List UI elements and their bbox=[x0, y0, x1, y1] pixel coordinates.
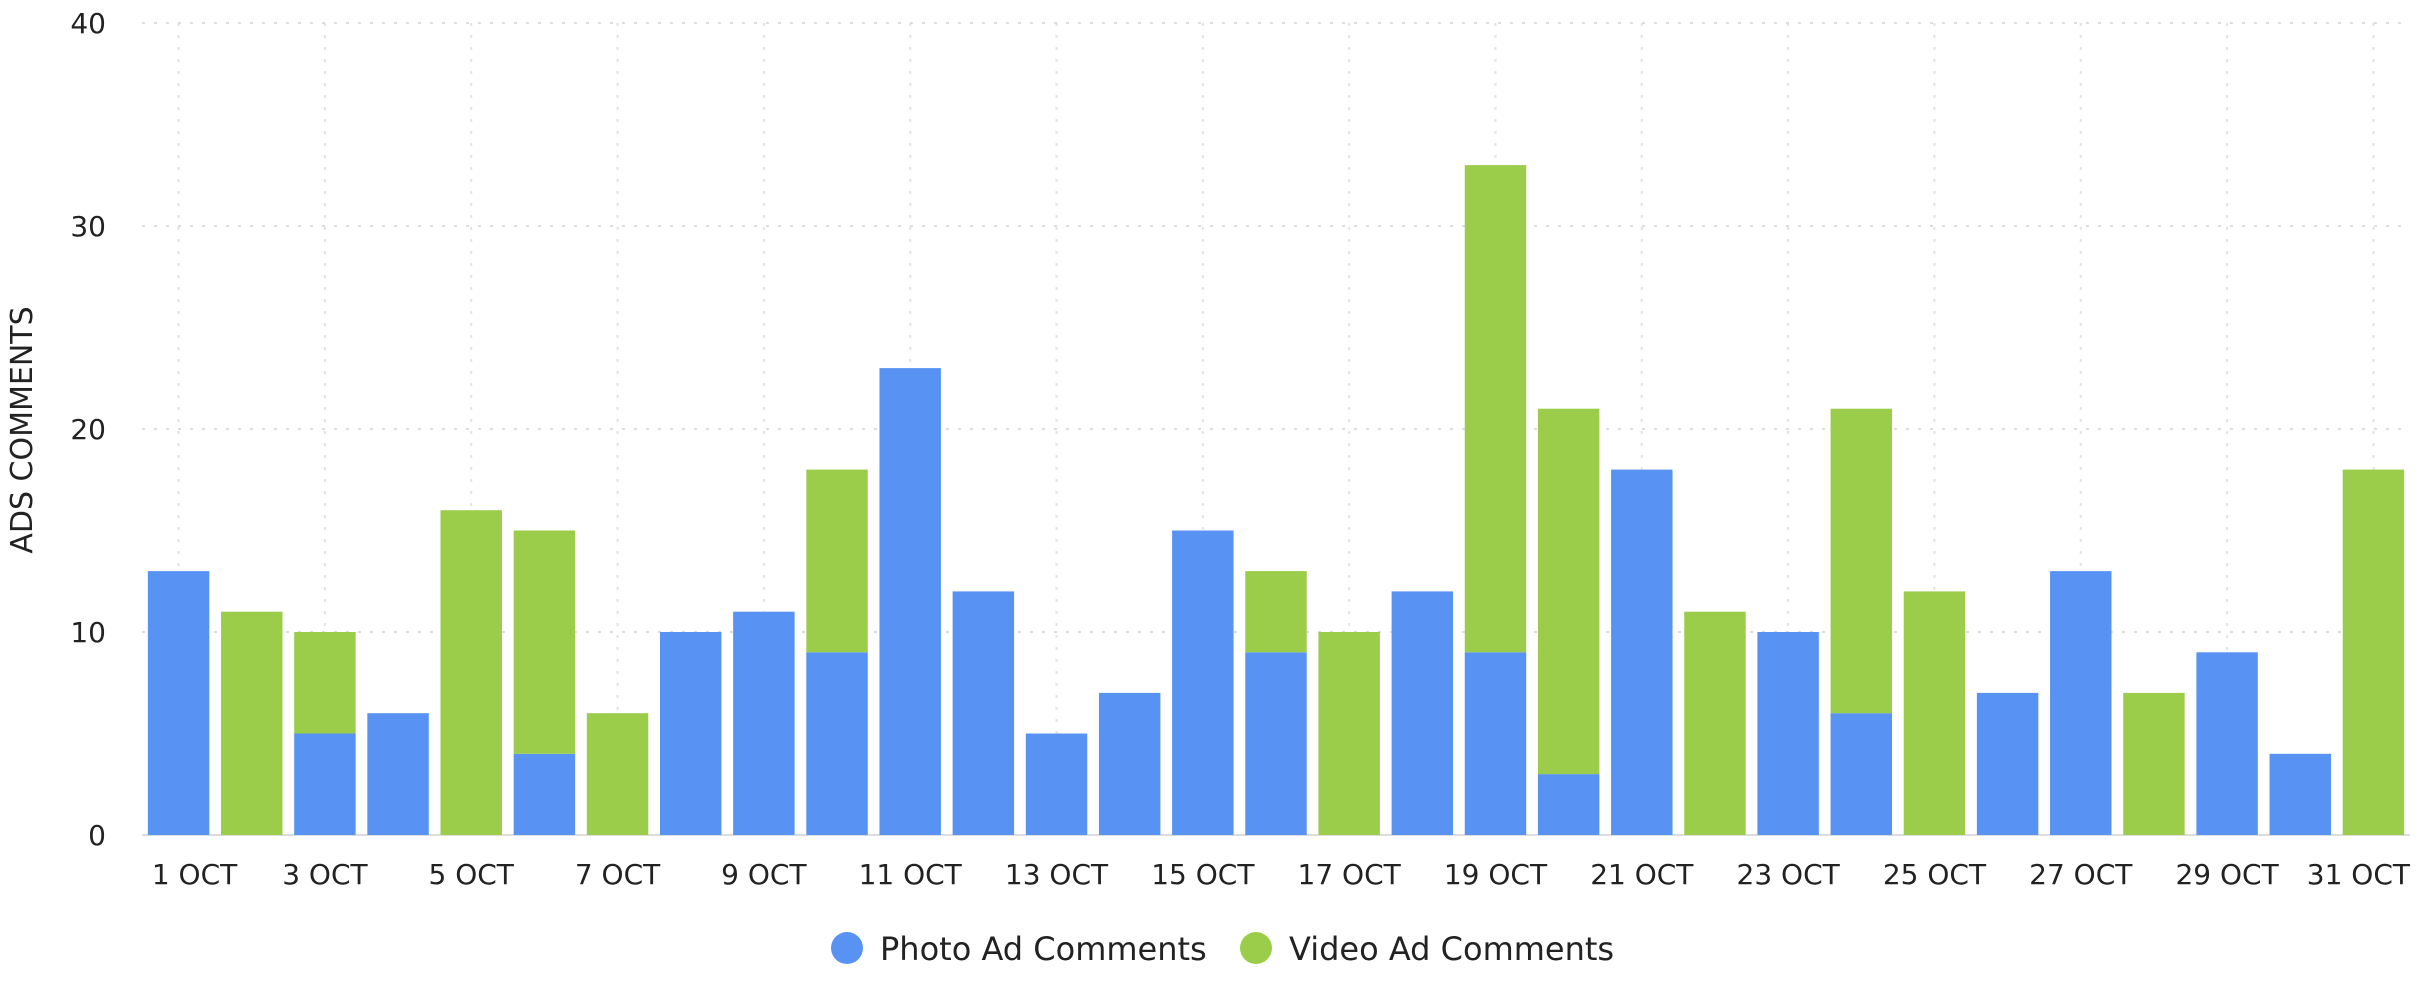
x-tick-label: 27 OCT bbox=[2029, 858, 2133, 891]
y-axis-ticks: 0 10 20 30 40 bbox=[70, 7, 106, 852]
bar-segment-video[interactable] bbox=[2123, 692, 2185, 835]
x-tick-label: 9 OCT bbox=[721, 858, 807, 891]
bar-segment-video[interactable] bbox=[806, 469, 868, 653]
x-tick-label: 17 OCT bbox=[1298, 858, 1402, 891]
bars bbox=[147, 165, 2405, 836]
legend-marker bbox=[831, 932, 863, 964]
bar-segment-video[interactable] bbox=[1245, 571, 1307, 653]
bar-segment-video[interactable] bbox=[1464, 165, 1527, 653]
bar-segment-video[interactable] bbox=[2342, 469, 2405, 835]
y-tick-label: 20 bbox=[70, 413, 106, 446]
y-tick-label: 40 bbox=[70, 7, 106, 40]
bar-segment-photo[interactable] bbox=[879, 368, 941, 835]
bar-segment-video[interactable] bbox=[221, 611, 283, 835]
bar-segment-video[interactable] bbox=[586, 713, 649, 835]
bar-segment-photo[interactable] bbox=[952, 591, 1015, 835]
bar-segment-photo[interactable] bbox=[659, 632, 722, 835]
x-tick-label: 15 OCT bbox=[1151, 858, 1255, 891]
bar-segment-video[interactable] bbox=[1684, 611, 1746, 835]
y-tick-label: 0 bbox=[88, 819, 106, 852]
x-tick-label: 19 OCT bbox=[1444, 858, 1548, 891]
bar-segment-video[interactable] bbox=[513, 530, 576, 754]
bar-segment-photo[interactable] bbox=[367, 713, 429, 835]
x-axis-ticks: 1 OCT 3 OCT 5 OCT 7 OCT 9 OCT 11 OCT 13 OCT 15 … bbox=[152, 858, 2411, 891]
bar-segment-photo[interactable] bbox=[1245, 652, 1307, 835]
bar-segment-video[interactable] bbox=[1903, 591, 1966, 835]
bar-segment-photo[interactable] bbox=[1976, 692, 2039, 835]
legend-marker bbox=[1240, 932, 1272, 964]
x-tick-label: 21 OCT bbox=[1590, 858, 1694, 891]
bar-segment-photo[interactable] bbox=[1391, 591, 1454, 835]
bar-segment-photo[interactable] bbox=[294, 733, 356, 836]
bar-segment-photo[interactable] bbox=[1098, 692, 1161, 835]
x-tick-label: 29 OCT bbox=[2175, 858, 2279, 891]
bar-segment-photo[interactable] bbox=[806, 652, 868, 835]
bar-segment-photo[interactable] bbox=[1757, 632, 1819, 835]
x-tick-label: 25 OCT bbox=[1883, 858, 1987, 891]
bar-segment-video[interactable] bbox=[294, 632, 356, 734]
bar-segment-photo[interactable] bbox=[733, 611, 795, 835]
legend-label: Photo Ad Comments bbox=[880, 930, 1207, 968]
legend-item-video[interactable]: Video Ad Comments bbox=[1240, 930, 1614, 968]
bar-segment-photo[interactable] bbox=[147, 571, 210, 835]
x-tick-label: 1 OCT bbox=[152, 858, 238, 891]
bar-segment-photo[interactable] bbox=[1537, 774, 1600, 835]
x-tick-label: 13 OCT bbox=[1005, 858, 1109, 891]
bar-segment-photo[interactable] bbox=[1830, 713, 1893, 835]
legend-item-photo[interactable]: Photo Ad Comments bbox=[831, 930, 1207, 968]
x-tick-label: 3 OCT bbox=[282, 858, 368, 891]
y-tick-label: 30 bbox=[70, 210, 106, 243]
bar-segment-photo[interactable] bbox=[2196, 652, 2258, 835]
bar-segment-photo[interactable] bbox=[2269, 753, 2331, 835]
bar-segment-photo[interactable] bbox=[1611, 469, 1673, 835]
bar-segment-video[interactable] bbox=[440, 510, 502, 835]
y-axis-title: ADS COMMENTS bbox=[5, 306, 40, 553]
bar-segment-photo[interactable] bbox=[513, 753, 576, 835]
bar-segment-video[interactable] bbox=[1830, 408, 1893, 714]
bar-segment-photo[interactable] bbox=[1172, 530, 1234, 836]
y-tick-label: 10 bbox=[70, 616, 106, 649]
bar-segment-photo[interactable] bbox=[1025, 733, 1088, 836]
legend: Photo Ad Comments Video Ad Comments bbox=[831, 930, 1614, 968]
x-tick-label: 11 OCT bbox=[859, 858, 963, 891]
x-tick-label: 31 OCT bbox=[2307, 858, 2411, 891]
x-tick-label: 23 OCT bbox=[1737, 858, 1841, 891]
bar-segment-photo[interactable] bbox=[1464, 652, 1527, 835]
x-tick-label: 7 OCT bbox=[575, 858, 661, 891]
x-tick-label: 5 OCT bbox=[429, 858, 515, 891]
bar-segment-photo[interactable] bbox=[2050, 571, 2112, 835]
bar-segment-video[interactable] bbox=[1537, 408, 1600, 775]
bar-segment-video[interactable] bbox=[1318, 632, 1380, 835]
legend-label: Video Ad Comments bbox=[1289, 930, 1614, 968]
